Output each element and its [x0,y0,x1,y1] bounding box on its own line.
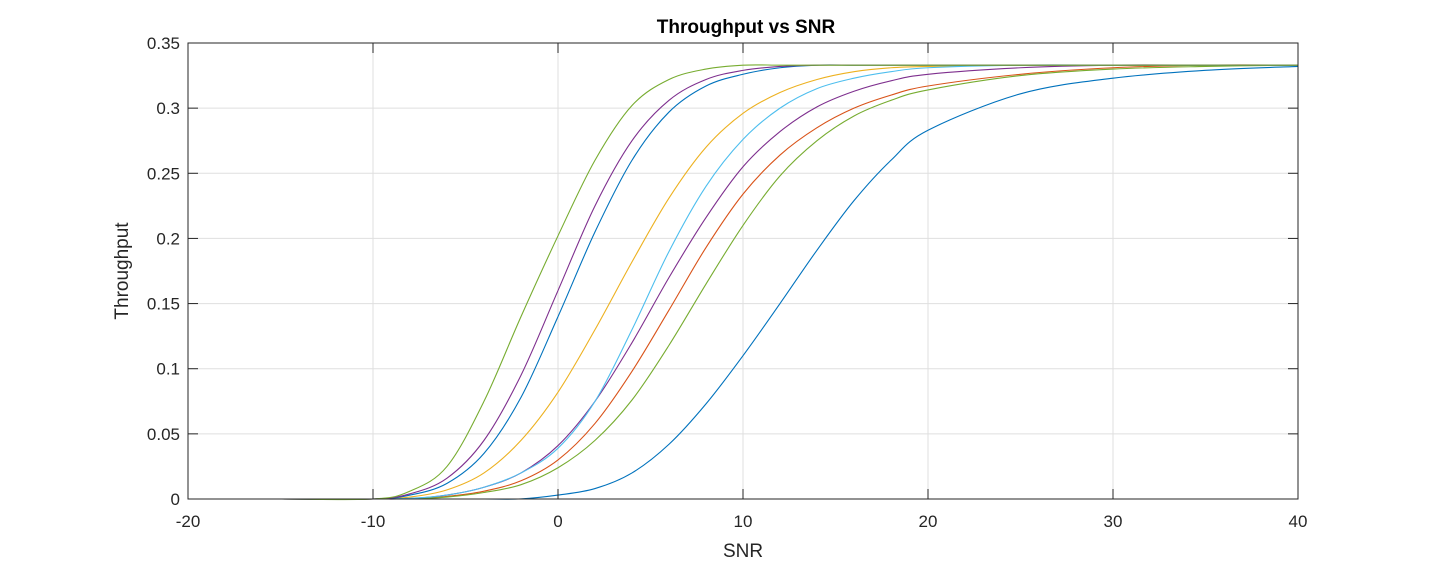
y-tick-label: 0.15 [147,295,180,314]
series-line-5 [188,64,1299,500]
y-tick-label: 0 [171,490,180,509]
y-tick-label: 0.25 [147,164,180,183]
y-tick-label: 0.1 [156,360,180,379]
x-tick-label: 0 [553,512,562,531]
y-axis-label: Throughput [112,222,133,320]
y-tick-label: 0.05 [147,425,180,444]
tick-marks [187,42,1299,500]
x-tick-label: 10 [734,512,753,531]
y-tick-label: 0.2 [156,229,180,248]
y-tick-label: 0.35 [147,34,180,53]
x-axis-label: SNR [723,541,763,562]
x-tick-label: 20 [919,512,938,531]
series-line-9 [188,64,1298,501]
y-tick-label: 0.3 [156,99,180,118]
x-tick-label: 40 [1289,512,1308,531]
x-tick-label: -20 [176,512,201,531]
y-tick-labels: 0 0.05 0.1 0.15 0.2 0.25 0.3 0.35 [147,34,180,509]
x-tick-label: -10 [361,512,386,531]
x-tick-label: 30 [1104,512,1123,531]
x-tick-labels: -20 -10 0 10 20 30 40 [176,512,1308,531]
chart-title: Throughput vs SNR [657,17,836,38]
series-group [188,64,1299,501]
